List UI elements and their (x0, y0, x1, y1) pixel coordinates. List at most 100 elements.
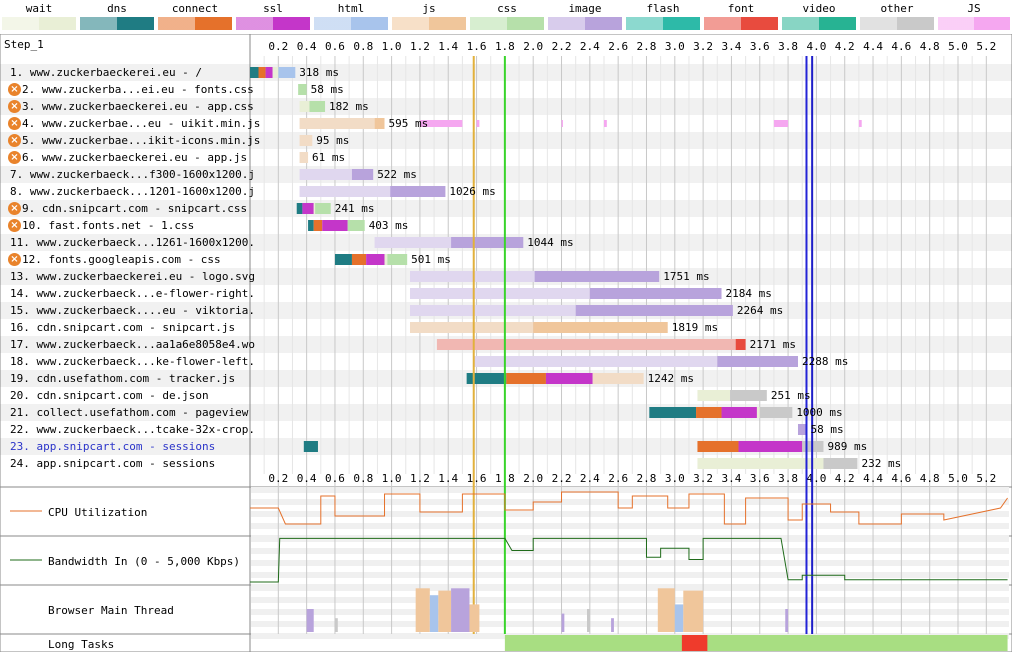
request-bar-segment (308, 220, 314, 231)
legend-item-css: css (468, 0, 546, 34)
request-duration: 1026 ms (449, 185, 496, 198)
request-bar-segment (738, 441, 803, 452)
request-bar-segment (302, 203, 314, 214)
request-bar-segment (299, 152, 309, 163)
axis-tick-bottom: 0.2 (268, 472, 288, 485)
request-bar-segment (387, 254, 408, 265)
legend-swatch (626, 17, 700, 30)
request-label: 7. www.zuckerbaeck...f300-1600x1200.jpg (10, 168, 256, 181)
request-bar-segment (506, 373, 546, 384)
legend-item-connect: connect (156, 0, 234, 34)
axis-tick-bottom: 2.6 (608, 472, 628, 485)
legend-item-js-execution: JS Execution (936, 0, 1012, 34)
axis-tick-top: 0.6 (325, 40, 345, 53)
legend-label: js (422, 2, 436, 15)
legend-label: image (568, 2, 602, 15)
render-blocking-icon: × (8, 83, 21, 96)
axis-tick-top: 4.4 (863, 40, 883, 53)
request-bar-segment (351, 169, 374, 180)
axis-tick-top: 3.8 (778, 40, 798, 53)
legend-label: flash (646, 2, 680, 15)
request-bar-segment (756, 407, 760, 418)
axis-tick-top: 1.2 (410, 40, 430, 53)
axis-tick-bottom: 3.4 (722, 472, 742, 485)
axis-tick-top: 3.6 (750, 40, 770, 53)
request-bar-segment (533, 322, 668, 333)
legend: wait dns connect ssl html js css image flash font… (0, 0, 1012, 34)
legend-swatch (80, 17, 154, 30)
request-duration: 1751 ms (663, 270, 710, 283)
request-label: 22. www.zuckerbaeck...tcake-32x-crop.png (10, 423, 256, 436)
request-duration: 522 ms (377, 168, 417, 181)
request-bar-segment (410, 271, 535, 282)
request-bar-segment (313, 220, 323, 231)
request-duration: 2288 ms (801, 355, 849, 368)
request-label[interactable]: 23. app.snipcart.com - sessions (10, 440, 216, 453)
request-label: 18. www.zuckerbaeck...ke-flower-left.svg (10, 355, 256, 368)
axis-tick-bottom: 1.6 (467, 472, 487, 485)
request-label: 5. www.zuckerbae...ikit-icons.min.js (22, 134, 261, 147)
js-execution-mark (419, 120, 463, 127)
render-blocking-icon: × (8, 117, 21, 130)
legend-item-flash: flash (624, 0, 702, 34)
axis-tick-bottom: 4.2 (835, 472, 855, 485)
step-label: Step_1 (4, 38, 44, 51)
legend-item-ssl: ssl (234, 0, 312, 34)
request-bar-segment (410, 305, 576, 316)
js-execution-mark (858, 120, 862, 127)
request-duration: 1044 ms (527, 236, 574, 249)
axis-tick-top: 5.2 (976, 40, 996, 53)
request-bar-segment (296, 203, 303, 214)
legend-label: html (337, 2, 365, 15)
cpu-utilization-label: CPU Utilization (48, 506, 148, 519)
axis-tick-bottom: 0.4 (297, 472, 317, 485)
request-label: 8. www.zuckerbaeck...1201-1600x1200.jpg (10, 185, 256, 198)
request-duration: 61 ms (312, 151, 346, 164)
axis-tick-bottom: 4.4 (863, 472, 883, 485)
axis-tick-bottom: 3.6 (750, 472, 770, 485)
request-bar-segment (589, 288, 722, 299)
axis-tick-top: 1.0 (382, 40, 402, 53)
axis-tick-top: 1.6 (467, 40, 487, 53)
request-bar-segment (299, 169, 352, 180)
axis-tick-bottom: 5.0 (948, 472, 968, 485)
request-bar-segment (473, 356, 718, 367)
axis-tick-top: 3.2 (693, 40, 713, 53)
axis-tick-top: 2.0 (523, 40, 543, 53)
request-bar-segment (299, 101, 310, 112)
request-label: 1. www.zuckerbaeckerei.eu - / (10, 66, 203, 79)
axis-tick-top: 4.8 (920, 40, 940, 53)
request-bar-segment (366, 254, 385, 265)
axis-tick-top: 1.8 (495, 40, 515, 53)
panel-stripe (251, 487, 1009, 493)
request-bar-segment (649, 407, 697, 418)
request-duration: 2171 ms (749, 338, 796, 351)
main-thread-activity (429, 595, 439, 632)
legend-item-video: video (780, 0, 858, 34)
request-bar-segment (299, 118, 375, 129)
request-duration: 989 ms (827, 440, 868, 453)
main-thread-activity (657, 588, 675, 632)
main-thread-label: Browser Main Thread (48, 604, 174, 617)
panel-stripe (251, 585, 1009, 591)
request-bar-segment (322, 220, 348, 231)
request-duration: 2264 ms (736, 304, 784, 317)
panel-stripe (251, 536, 1009, 542)
main-thread-activity (611, 618, 614, 632)
legend-label: video (802, 2, 836, 15)
row-bg (0, 200, 1012, 217)
axis-tick-bottom: 2.8 (637, 472, 657, 485)
main-thread-activity (561, 613, 565, 632)
legend-swatch (860, 17, 934, 30)
legend-swatch (158, 17, 232, 30)
request-bar-segment (384, 254, 388, 265)
js-execution-mark (561, 120, 563, 127)
main-thread-activity (451, 588, 470, 632)
axis-tick-top: 4.2 (835, 40, 855, 53)
axis-tick-bottom: 4.0 (806, 472, 826, 485)
legend-swatch (392, 17, 466, 30)
request-duration: 595 ms (388, 117, 429, 130)
main-thread-activity (438, 590, 452, 632)
request-bar-segment (258, 67, 266, 78)
request-duration: 58 ms (810, 423, 844, 436)
